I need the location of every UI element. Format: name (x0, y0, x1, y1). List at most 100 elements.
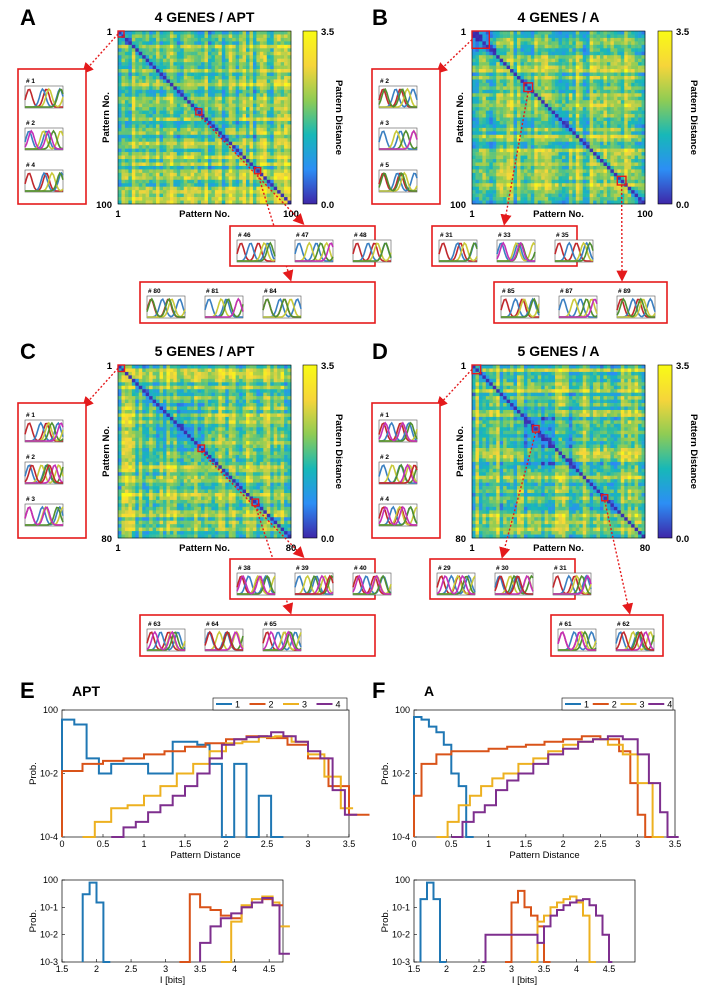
heatmap-cell (610, 117, 615, 122)
heatmap-cell (246, 31, 250, 35)
heatmap-cell (159, 186, 164, 191)
heatmap-cell (207, 190, 212, 194)
heatmap-cell (475, 176, 480, 181)
heatmap-cell (228, 51, 233, 56)
heatmap-cell (499, 165, 504, 170)
heatmap-cell (162, 179, 167, 184)
heatmap-cell (631, 37, 635, 42)
heatmap-cell (138, 114, 143, 118)
heatmap-cell (162, 58, 167, 63)
heatmap-cell (201, 48, 205, 53)
heatmap-cell (603, 134, 608, 139)
heatmap-cell (204, 148, 209, 153)
heatmap-cell (613, 131, 618, 136)
heatmap-cell (149, 31, 153, 35)
heatmap-cell (613, 148, 618, 153)
heatmap-cell (555, 155, 559, 160)
heatmap-cell (641, 114, 646, 118)
heatmap-cell (582, 55, 587, 59)
heatmap-cell (617, 176, 622, 181)
heatmap-cell (489, 100, 494, 104)
heatmap-cell (273, 190, 278, 194)
heatmap-cell (617, 65, 622, 70)
heatmap-cell (280, 145, 285, 149)
heatmap-cell (176, 44, 181, 49)
heatmap-cell (221, 41, 226, 46)
heatmap-cell (256, 93, 261, 98)
heatmap-cell (232, 48, 236, 53)
heatmap-cell (510, 145, 514, 149)
heatmap-cell (606, 72, 611, 77)
heatmap-cell (242, 179, 247, 184)
heatmap-cell (492, 131, 497, 136)
heatmap-cell (478, 34, 483, 39)
heatmap-cell (603, 100, 608, 104)
heatmap-cell (624, 107, 628, 111)
heatmap-cell (194, 152, 198, 156)
heatmap-cell (287, 34, 292, 39)
heatmap-cell (280, 141, 285, 146)
heatmap-cell (572, 86, 577, 91)
heatmap-cell (485, 145, 490, 149)
heatmap-cell (194, 145, 198, 149)
heatmap-cell (527, 31, 532, 35)
heatmap-cell (239, 89, 243, 94)
heatmap-cell (145, 51, 150, 56)
heatmap-cell (596, 152, 601, 156)
heatmap-cell (149, 100, 153, 104)
heatmap-cell (242, 75, 247, 80)
heatmap-cell (270, 96, 274, 101)
heatmap-cell (256, 100, 261, 104)
heatmap-cell (568, 176, 573, 181)
heatmap-cell (197, 103, 202, 108)
heatmap-cell (472, 190, 476, 194)
heatmap-cell (572, 75, 577, 80)
heatmap-cell (239, 172, 243, 177)
heatmap-cell (128, 134, 133, 139)
heatmap-cell (162, 148, 167, 153)
heatmap-cell (492, 145, 497, 149)
heatmap-cell (527, 141, 532, 146)
heatmap-cell (228, 141, 233, 146)
heatmap-cell (273, 100, 278, 104)
heatmap-cell (162, 193, 167, 198)
heatmap-cell (187, 200, 191, 205)
heatmap-cell (201, 197, 205, 201)
heatmap-cell (613, 183, 618, 187)
heatmap-cell (627, 69, 632, 73)
heatmap-cell (176, 172, 181, 177)
heatmap-cell (551, 131, 556, 136)
heatmap-cell (475, 127, 480, 132)
heatmap-cell (610, 65, 615, 70)
heatmap-cell (617, 55, 622, 59)
heatmap-cell (523, 159, 528, 163)
heatmap-cell (138, 65, 143, 70)
heatmap-cell (534, 117, 539, 122)
heatmap-cell (235, 48, 240, 53)
heatmap-cell (131, 96, 136, 101)
heatmap-cell (225, 138, 230, 143)
heatmap-cell (284, 100, 288, 104)
heatmap-cell (603, 120, 608, 125)
heatmap-cell (638, 65, 642, 70)
heatmap-cell (266, 148, 271, 153)
heatmap-cell (159, 176, 164, 181)
heatmap-cell (520, 172, 525, 177)
heatmap-cell (499, 107, 504, 111)
heatmap-cell (485, 86, 490, 91)
heatmap-cell (232, 197, 236, 201)
heatmap-cell (579, 117, 584, 122)
heatmap-cell (256, 197, 261, 201)
heatmap-cell (218, 169, 223, 174)
heatmap-cell (520, 58, 525, 63)
heatmap-cell (256, 37, 261, 42)
heatmap-cell (124, 120, 129, 125)
heatmap-cell (124, 197, 129, 201)
heatmap-cell (121, 110, 126, 115)
heatmap-cell (135, 37, 140, 42)
heatmap-cell (187, 127, 191, 132)
heatmap-cell (187, 197, 191, 201)
heatmap-cell (482, 159, 487, 163)
heatmap-cell (506, 179, 511, 184)
heatmap-cell (280, 186, 285, 191)
